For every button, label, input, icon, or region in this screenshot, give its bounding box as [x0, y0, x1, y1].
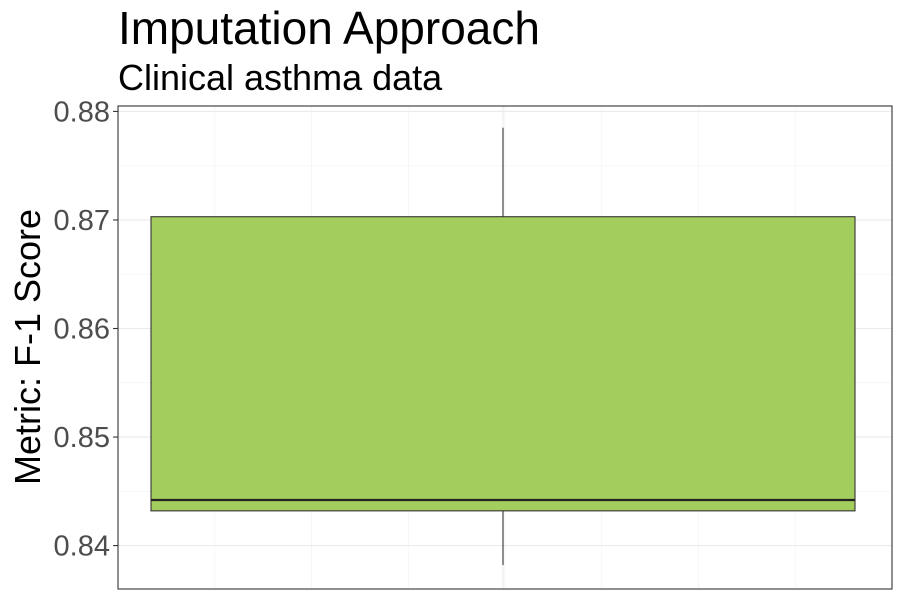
y-axis: 0.84 0.85 0.86 0.87 0.88	[54, 96, 118, 563]
y-tick-label: 0.88	[54, 96, 110, 128]
chart-subtitle: Clinical asthma data	[118, 57, 443, 98]
y-tick-label: 0.84	[54, 531, 110, 563]
boxplot	[150, 127, 856, 566]
chart-title: Imputation Approach	[118, 2, 540, 54]
y-tick-label: 0.86	[54, 314, 110, 346]
y-axis-title: Metric: F-1 Score	[7, 209, 48, 485]
y-tick-label: 0.85	[54, 422, 110, 454]
y-tick-label: 0.87	[54, 205, 110, 237]
panel-border	[117, 105, 893, 590]
box-iqr	[150, 216, 856, 512]
